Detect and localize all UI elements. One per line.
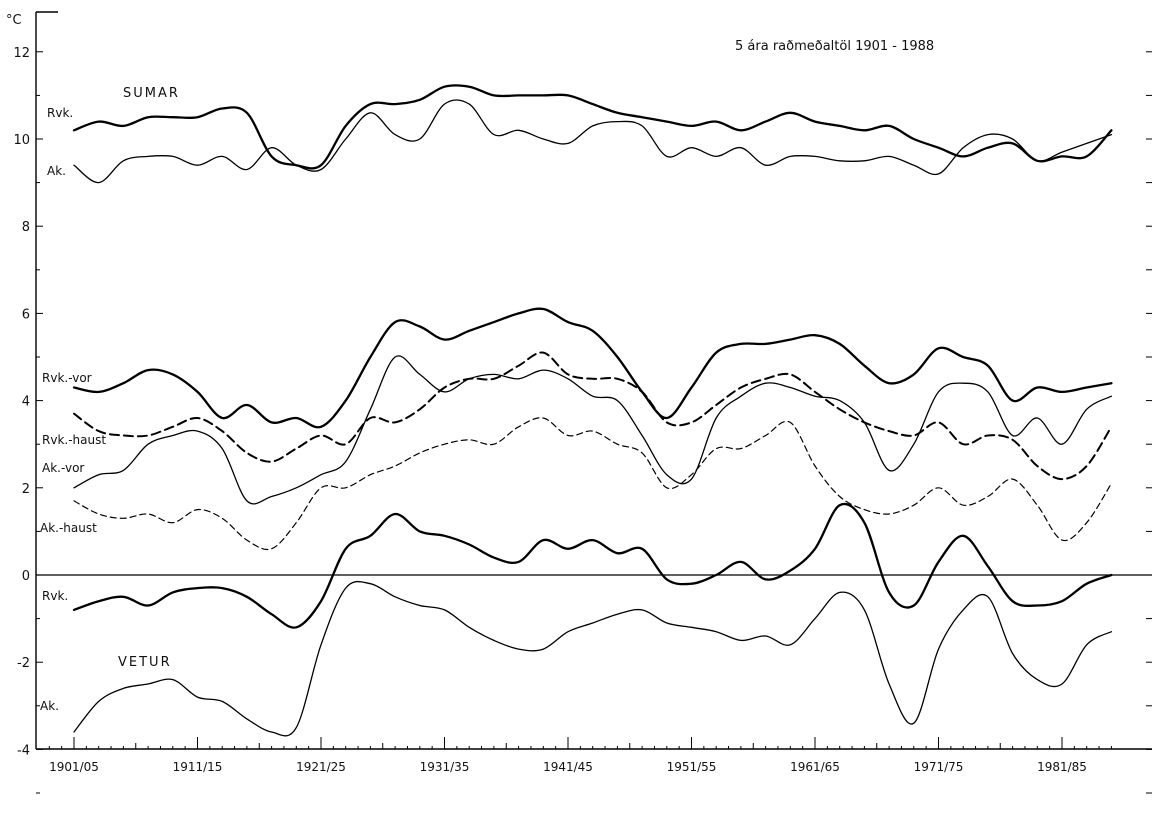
y-tick-label: 4 [22,395,30,410]
x-tick-label: 1951/55 [667,760,717,774]
axes: -4 -2 0 2 4 6 8 10 12 1901/05 1911/15 1921/25 1931/3… [13,11,1152,794]
y-tick-label: 0 [22,569,30,584]
series-label-0: Rvk. [47,106,73,120]
group-label-summer: SUMAR [123,86,180,101]
series-line-4 [73,355,1113,505]
y-tick-label: 12 [13,46,30,61]
y-tick-label: -4 [17,743,30,758]
series-line-7 [73,580,1113,737]
y-tick-label: 6 [22,307,30,322]
chart-title: 5 ára raðmeðaltöl 1901 - 1988 [735,39,934,54]
x-tick-label: 1971/75 [914,760,964,774]
x-tick-label: 1941/45 [543,760,593,774]
x-tick-label: 1901/05 [49,760,99,774]
y-tick-label: 8 [22,220,30,235]
series-line-5 [73,417,1112,551]
series-line-6 [72,502,1113,629]
x-tick-label: 1921/25 [296,760,346,774]
series-label-3: Rvk.-haust [42,433,106,447]
series-label-1: Ak. [47,164,66,178]
group-label-winter: VETUR [118,655,172,670]
y-tick-label: 10 [13,133,30,148]
series-line-3 [73,351,1113,481]
x-tick-label: 1961/65 [790,760,840,774]
y-tick-label: -2 [17,656,30,671]
series-line-2 [72,307,1113,429]
x-tick-label: 1981/85 [1037,760,1087,774]
series-label-2: Rvk.-vor [42,371,92,385]
x-tick-label: 1931/35 [420,760,470,774]
series-labels: Rvk. Ak. Rvk.-vor Rvk.-haust Ak.-vor Ak.-haus… [40,106,106,713]
series-label-4: Ak.-vor [42,461,84,475]
series-line-1 [73,99,1113,184]
y-tick-label: 2 [22,482,30,497]
x-tick-label: 1911/15 [173,760,223,774]
y-axis-unit-label: °C [6,13,22,28]
series-label-5: Ak.-haust [40,521,97,535]
series-lines [72,84,1113,737]
series-line-0 [72,84,1113,170]
series-label-7: Ak. [40,699,59,713]
series-label-6: Rvk. [42,589,68,603]
